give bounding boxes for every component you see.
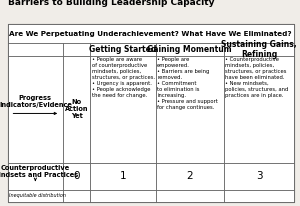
FancyBboxPatch shape <box>8 190 63 202</box>
Text: Counterproductive
Mindsets and Practices: Counterproductive Mindsets and Practices <box>0 165 79 178</box>
Text: Getting Started: Getting Started <box>89 45 157 54</box>
Text: 3: 3 <box>256 171 262 181</box>
Text: 2: 2 <box>186 171 193 181</box>
FancyBboxPatch shape <box>90 56 155 163</box>
Text: Are We Perpetuating Underachievement? What Have We Eliminated?: Are We Perpetuating Underachievement? Wh… <box>9 30 292 36</box>
FancyBboxPatch shape <box>8 24 294 43</box>
FancyBboxPatch shape <box>155 43 224 56</box>
FancyBboxPatch shape <box>8 163 63 190</box>
FancyBboxPatch shape <box>155 190 224 202</box>
FancyBboxPatch shape <box>90 43 155 56</box>
Text: Progress
Indicators/Evidence: Progress Indicators/Evidence <box>0 95 72 108</box>
Text: 0: 0 <box>74 171 80 181</box>
FancyBboxPatch shape <box>224 163 294 190</box>
FancyBboxPatch shape <box>63 56 90 163</box>
FancyBboxPatch shape <box>8 56 63 163</box>
Text: • People are
empowered.
• Barriers are being
removed.
• Commitment
to eliminatio: • People are empowered. • Barriers are b… <box>157 57 218 110</box>
Text: Barriers to Building Leadership Capacity: Barriers to Building Leadership Capacity <box>8 0 214 7</box>
Text: • People are aware
of counterproductive
mindsets, policies,
structures, or pract: • People are aware of counterproductive … <box>92 57 155 98</box>
FancyBboxPatch shape <box>90 190 155 202</box>
FancyBboxPatch shape <box>224 43 294 56</box>
FancyBboxPatch shape <box>155 163 224 190</box>
Text: No
Action
Yet: No Action Yet <box>65 99 88 119</box>
FancyBboxPatch shape <box>8 24 294 202</box>
FancyBboxPatch shape <box>224 56 294 163</box>
Text: Gaining Momentum: Gaining Momentum <box>147 45 232 54</box>
Text: • Counterproductive
mindsets, policies,
structures, or practices
have been elimi: • Counterproductive mindsets, policies, … <box>226 57 289 98</box>
FancyBboxPatch shape <box>224 190 294 202</box>
FancyBboxPatch shape <box>8 43 63 56</box>
FancyBboxPatch shape <box>90 163 155 190</box>
Text: Sustaining Gains,
Refining: Sustaining Gains, Refining <box>221 40 297 59</box>
Text: 1: 1 <box>120 171 126 181</box>
FancyBboxPatch shape <box>63 190 90 202</box>
FancyBboxPatch shape <box>155 56 224 163</box>
FancyBboxPatch shape <box>63 163 90 190</box>
Text: Inequitable distribution: Inequitable distribution <box>9 193 66 198</box>
FancyBboxPatch shape <box>63 43 90 56</box>
